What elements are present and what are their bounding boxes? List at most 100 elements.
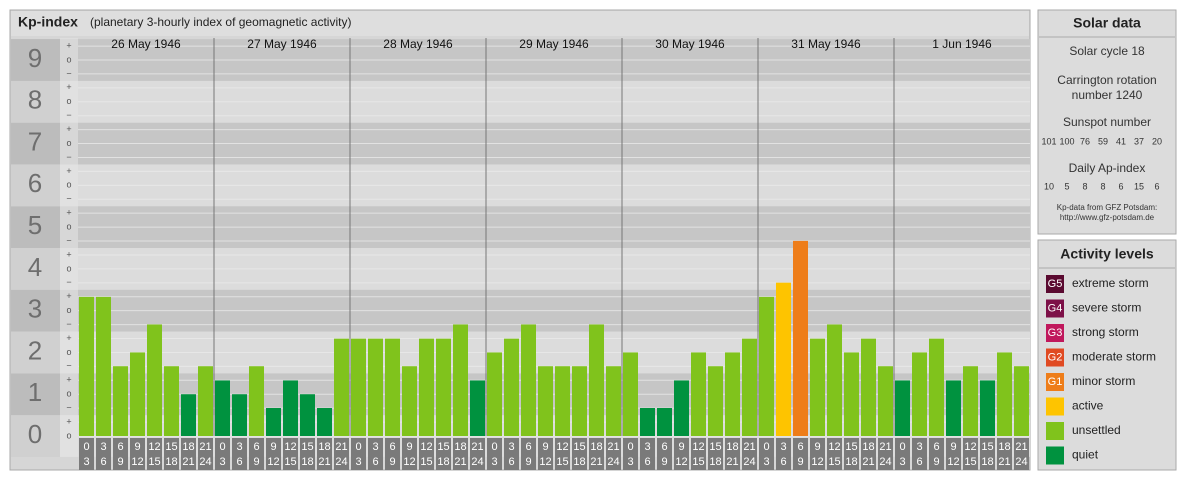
hour-label: 24 bbox=[335, 456, 347, 468]
bar bbox=[640, 408, 655, 436]
hour-label: 3 bbox=[355, 456, 361, 468]
solar-panel bbox=[1037, 9, 1177, 235]
subtick-label: + bbox=[66, 333, 71, 343]
subtick-label: o bbox=[66, 389, 71, 399]
bar bbox=[538, 366, 553, 436]
solar-text: Solar data bbox=[1073, 15, 1141, 31]
bar bbox=[283, 380, 298, 436]
hour-label: 0 bbox=[219, 441, 225, 453]
subtick-label: o bbox=[66, 54, 71, 64]
hour-label: 9 bbox=[134, 441, 140, 453]
hour-label: 15 bbox=[845, 441, 857, 453]
hour-cell bbox=[895, 438, 910, 470]
bar bbox=[385, 338, 400, 436]
hour-cell bbox=[776, 438, 791, 470]
legend-label: quiet bbox=[1072, 448, 1099, 462]
hour-label: 12 bbox=[267, 456, 279, 468]
bar bbox=[929, 338, 944, 436]
hour-label: 21 bbox=[590, 456, 602, 468]
hour-label: 9 bbox=[270, 441, 276, 453]
chart-subtitle: (planetary 3-hourly index of geomagnetic… bbox=[90, 15, 351, 29]
bar bbox=[980, 380, 995, 436]
hour-label: 9 bbox=[389, 456, 395, 468]
legend-label: extreme storm bbox=[1072, 276, 1149, 290]
hour-cell bbox=[215, 438, 230, 470]
hour-label: 12 bbox=[964, 441, 976, 453]
bar bbox=[844, 352, 859, 436]
hour-label: 24 bbox=[199, 456, 211, 468]
hour-cell bbox=[453, 438, 468, 470]
hour-label: 21 bbox=[726, 456, 738, 468]
hour-label: 3 bbox=[236, 441, 242, 453]
hour-label: 18 bbox=[726, 441, 738, 453]
y-tick-label: 5 bbox=[28, 210, 42, 240]
hour-label: 9 bbox=[117, 456, 123, 468]
ap-value: 15 bbox=[1134, 181, 1144, 191]
hour-label: 12 bbox=[828, 441, 840, 453]
hour-cell bbox=[912, 438, 927, 470]
legend-code: G4 bbox=[1048, 302, 1063, 314]
hour-cell bbox=[946, 438, 961, 470]
legend-swatch bbox=[1046, 299, 1064, 318]
hour-cell bbox=[147, 438, 162, 470]
hour-label: 6 bbox=[661, 441, 667, 453]
bar bbox=[487, 352, 502, 436]
y-tick-label: 0 bbox=[28, 419, 42, 449]
hour-label: 6 bbox=[100, 456, 106, 468]
hour-cell bbox=[725, 438, 740, 470]
sunspot-value: 41 bbox=[1116, 136, 1126, 146]
hour-label: 6 bbox=[780, 456, 786, 468]
hour-cell bbox=[334, 438, 349, 470]
bar bbox=[521, 324, 536, 436]
hour-cell bbox=[368, 438, 383, 470]
bar bbox=[453, 324, 468, 436]
hour-label: 21 bbox=[335, 441, 347, 453]
hour-label: 9 bbox=[933, 456, 939, 468]
hour-label: 15 bbox=[828, 456, 840, 468]
y-label-cell bbox=[11, 248, 60, 290]
hour-label: 0 bbox=[763, 441, 769, 453]
bar bbox=[436, 338, 451, 436]
hour-label: 12 bbox=[947, 456, 959, 468]
bar bbox=[96, 296, 111, 436]
hour-label: 15 bbox=[573, 441, 585, 453]
hour-label: 21 bbox=[607, 441, 619, 453]
bar bbox=[725, 352, 740, 436]
day-label: 30 May 1946 bbox=[655, 37, 725, 51]
subtick-label: o bbox=[66, 221, 71, 231]
hour-label: 6 bbox=[916, 456, 922, 468]
bar bbox=[419, 338, 434, 436]
hour-label: 21 bbox=[471, 441, 483, 453]
subtick-label: − bbox=[66, 235, 71, 245]
bar bbox=[317, 408, 332, 436]
bar bbox=[1014, 366, 1029, 436]
y-label-cell bbox=[11, 164, 60, 207]
hour-label: 9 bbox=[542, 441, 548, 453]
subtick-label: o bbox=[66, 138, 71, 148]
legend-swatch bbox=[1046, 397, 1064, 416]
hour-label: 15 bbox=[709, 441, 721, 453]
subtick-label: − bbox=[66, 68, 71, 78]
hour-label: 18 bbox=[998, 441, 1010, 453]
hour-cell bbox=[878, 438, 893, 470]
bar bbox=[878, 366, 893, 436]
solar-text: Solar cycle 18 bbox=[1069, 44, 1145, 58]
hour-label: 12 bbox=[420, 441, 432, 453]
hour-cell bbox=[198, 438, 213, 470]
hour-label: 18 bbox=[318, 441, 330, 453]
hour-label: 6 bbox=[253, 441, 259, 453]
hour-label: 21 bbox=[743, 441, 755, 453]
ap-value: 8 bbox=[1082, 181, 1087, 191]
hour-label: 9 bbox=[406, 441, 412, 453]
legend-swatch bbox=[1046, 348, 1064, 367]
hour-label: 12 bbox=[148, 441, 160, 453]
subtick-label: − bbox=[66, 361, 71, 371]
y-tick-label: 3 bbox=[28, 294, 42, 324]
hour-cell bbox=[793, 438, 808, 470]
sunspot-value: 37 bbox=[1134, 136, 1144, 146]
chart-title: Kp-index bbox=[18, 14, 78, 30]
hour-label: 18 bbox=[862, 441, 874, 453]
solar-text: number 1240 bbox=[1072, 88, 1143, 102]
hour-label: 15 bbox=[437, 441, 449, 453]
